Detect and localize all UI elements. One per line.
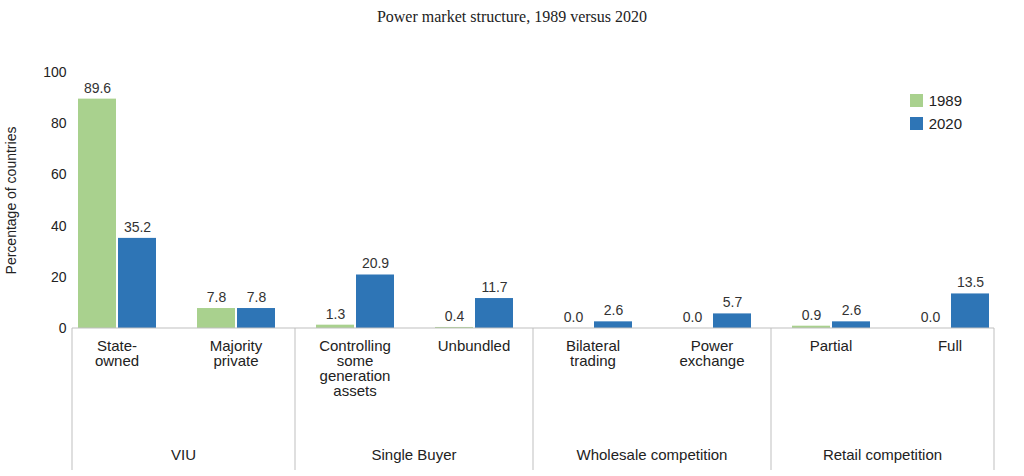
svg-text:Partial: Partial <box>810 337 853 354</box>
svg-text:5.7: 5.7 <box>723 294 743 310</box>
svg-text:0.0: 0.0 <box>921 309 941 325</box>
svg-text:20.9: 20.9 <box>362 255 389 271</box>
svg-text:7.8: 7.8 <box>207 289 227 305</box>
svg-text:0: 0 <box>59 320 67 336</box>
svg-text:35.2: 35.2 <box>124 219 151 235</box>
svg-text:Majorityprivate: Majorityprivate <box>210 337 263 369</box>
svg-text:13.5: 13.5 <box>957 274 984 290</box>
html-text:Power market structure, 1989 v: Power market structure, 1989 versus 2020 <box>376 8 648 25</box>
svg-text:0.0: 0.0 <box>683 309 703 325</box>
svg-text:Single Buyer: Single Buyer <box>371 446 456 463</box>
svg-text:VIU: VIU <box>171 446 196 463</box>
svg-text:1.3: 1.3 <box>326 306 346 322</box>
svg-text:State-owned: State-owned <box>95 337 139 369</box>
svg-text:Full: Full <box>938 337 962 354</box>
svg-text:0.9: 0.9 <box>802 307 822 323</box>
svg-text:100: 100 <box>43 64 67 80</box>
svg-text:Percentage of countries: Percentage of countries <box>3 127 19 275</box>
svg-text:Wholesale competition: Wholesale competition <box>577 446 728 463</box>
svg-text:0.0: 0.0 <box>564 309 584 325</box>
svg-text:Powerexchange: Powerexchange <box>679 337 744 369</box>
svg-text:80: 80 <box>51 115 67 131</box>
svg-text:Retail competition: Retail competition <box>823 446 942 463</box>
svg-text:Unbundled: Unbundled <box>438 337 511 354</box>
svg-text:2.6: 2.6 <box>842 302 862 318</box>
svg-text:Controllingsomegenerationasset: Controllingsomegenerationassets <box>319 337 391 399</box>
svg-text:11.7: 11.7 <box>481 279 507 295</box>
svg-text:89.6: 89.6 <box>84 80 111 96</box>
svg-text:20: 20 <box>51 269 67 285</box>
html-text:2020: 2020 <box>928 115 962 132</box>
svg-text:7.8: 7.8 <box>247 289 267 305</box>
svg-text:2.6: 2.6 <box>604 302 624 318</box>
svg-text:Bilateraltrading: Bilateraltrading <box>566 337 620 369</box>
html-text:1989: 1989 <box>928 92 962 109</box>
svg-text:40: 40 <box>51 218 67 234</box>
svg-text:60: 60 <box>51 166 67 182</box>
svg-text:0.4: 0.4 <box>445 308 465 324</box>
